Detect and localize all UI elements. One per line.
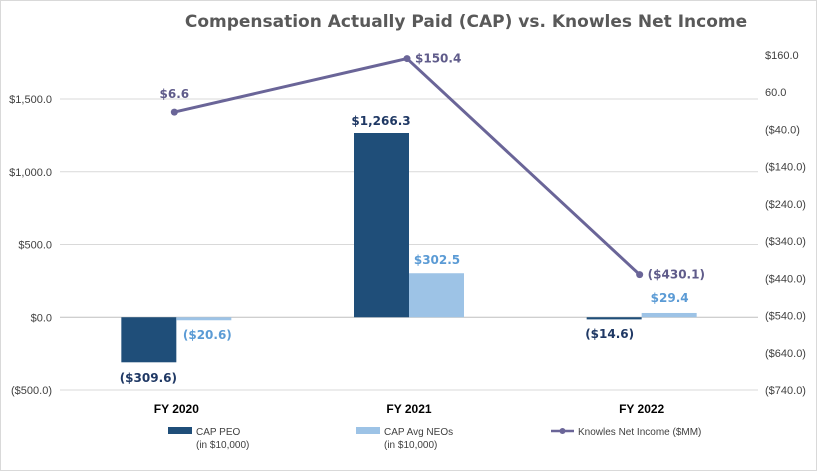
data-label-cap-avg-neos: $302.5 (414, 253, 460, 267)
data-label-net-income: $6.6 (160, 87, 190, 101)
chart-title: Compensation Actually Paid (CAP) vs. Kno… (185, 12, 747, 32)
right-axis-tick-label: 60.0 (765, 87, 786, 99)
bar-cap-avg-neos (641, 312, 697, 318)
right-axis-tick-label: ($640.0) (765, 348, 806, 360)
data-label-net-income: $150.4 (415, 52, 461, 66)
left-axis-tick-label: ($500.0) (11, 385, 52, 397)
legend-swatch-cap-peo (168, 427, 192, 434)
bar-cap-avg-neos (176, 317, 232, 321)
bar-cap-peo (354, 133, 409, 318)
data-label-cap-peo: $1,266.3 (351, 114, 410, 128)
data-label-cap-peo: ($14.6) (585, 327, 634, 341)
left-axis-tick-label: $500.0 (18, 240, 52, 252)
data-label-net-income: ($430.1) (648, 268, 705, 282)
category-label: FY 2021 (386, 402, 431, 416)
legend-marker-net-income (559, 428, 566, 434)
bar-cap-peo (586, 317, 642, 320)
data-label-cap-avg-neos: $29.4 (651, 291, 689, 305)
legend-swatch-cap-avg-neos (356, 427, 380, 434)
category-label: FY 2022 (619, 402, 664, 416)
right-axis-tick-label: ($340.0) (765, 236, 806, 248)
right-axis-tick-label: ($540.0) (765, 311, 806, 323)
legend-sublabel-cap-avg-neos: (in $10,000) (384, 440, 437, 451)
right-axis-tick-label: ($240.0) (765, 199, 806, 211)
category-label: FY 2020 (154, 402, 199, 416)
axis-layer: ($500.0) $0.0 $500.0 $1,000.0 $1,500.0 ($740.… (9, 50, 806, 416)
data-label-cap-peo: ($309.6) (120, 371, 177, 385)
legend-label-net-income: Knowles Net Income ($MM) (578, 427, 701, 438)
bar-cap-avg-neos (409, 273, 464, 318)
left-axis-tick-label: $1,000.0 (9, 167, 52, 179)
data-label-cap-avg-neos: ($20.6) (183, 328, 232, 342)
line-layer (170, 55, 644, 279)
label-layer: ($309.6) $1,266.3 ($14.6) ($20.6) $302.5 $29.… (120, 52, 705, 385)
legend-label-cap-avg-neos: CAP Avg NEOs (384, 427, 453, 438)
bar-cap-peo (121, 317, 177, 363)
right-axis-tick-label: ($440.0) (765, 273, 806, 285)
left-axis-tick-label: $1,500.0 (9, 94, 52, 106)
net-income-point (403, 55, 411, 63)
legend-label-cap-peo: CAP PEO (196, 427, 240, 438)
right-axis-tick-label: $160.0 (765, 50, 799, 62)
right-axis-tick-label: ($140.0) (765, 162, 806, 174)
right-axis-tick-label: ($40.0) (765, 124, 800, 136)
left-axis-tick-label: $0.0 (31, 312, 52, 324)
net-income-point (170, 108, 178, 116)
bar-layer (121, 133, 697, 363)
legend-sublabel-cap-peo: (in $10,000) (196, 440, 249, 451)
legend: CAP PEO (in $10,000) CAP Avg NEOs (in $10,0… (168, 427, 701, 451)
net-income-point (636, 271, 644, 279)
right-axis-tick-label: ($740.0) (765, 385, 806, 397)
